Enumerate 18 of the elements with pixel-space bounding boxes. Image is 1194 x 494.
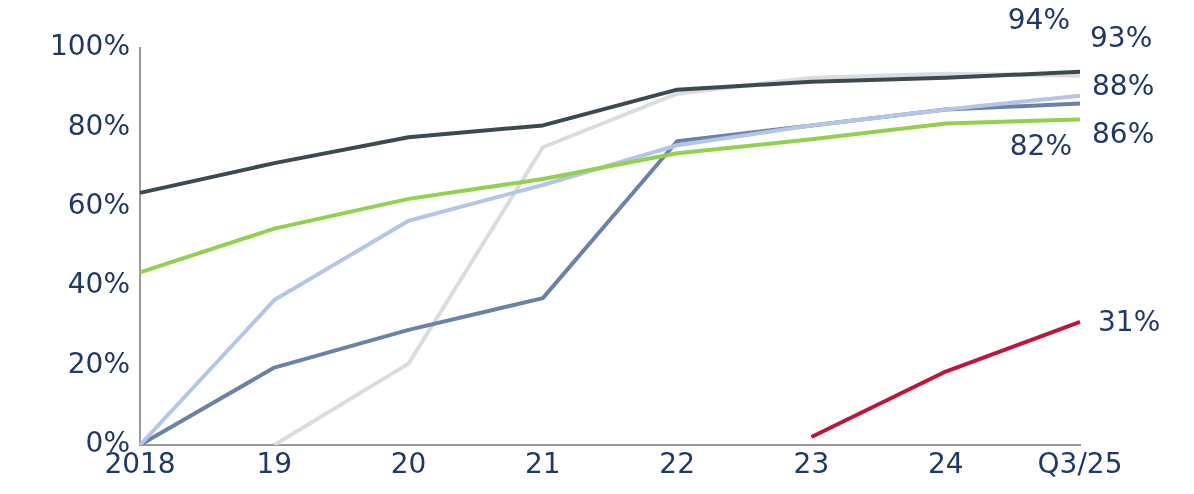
- y-tick-label: 40%: [67, 267, 130, 301]
- x-tick-label: Q3/25: [1037, 447, 1123, 481]
- data-label: 93%: [1090, 21, 1153, 55]
- x-tick-label: 22: [659, 447, 695, 481]
- data-label: 31%: [1098, 305, 1161, 339]
- x-tick-label: 20: [390, 447, 427, 481]
- data-label: 82%: [1009, 128, 1072, 162]
- data-label: 88%: [1092, 68, 1155, 102]
- y-tick-label: 100%: [49, 29, 130, 63]
- x-tick-label: 23: [793, 447, 830, 481]
- data-label: 86%: [1092, 116, 1155, 150]
- y-tick-label: 20%: [67, 346, 130, 380]
- data-label: 94%: [1007, 3, 1070, 37]
- y-tick-label: 60%: [67, 188, 130, 222]
- x-tick-label: 19: [256, 447, 293, 481]
- x-tick-label: 24: [927, 447, 964, 481]
- x-tick-label: 21: [525, 447, 561, 481]
- y-tick-label: 80%: [67, 108, 130, 142]
